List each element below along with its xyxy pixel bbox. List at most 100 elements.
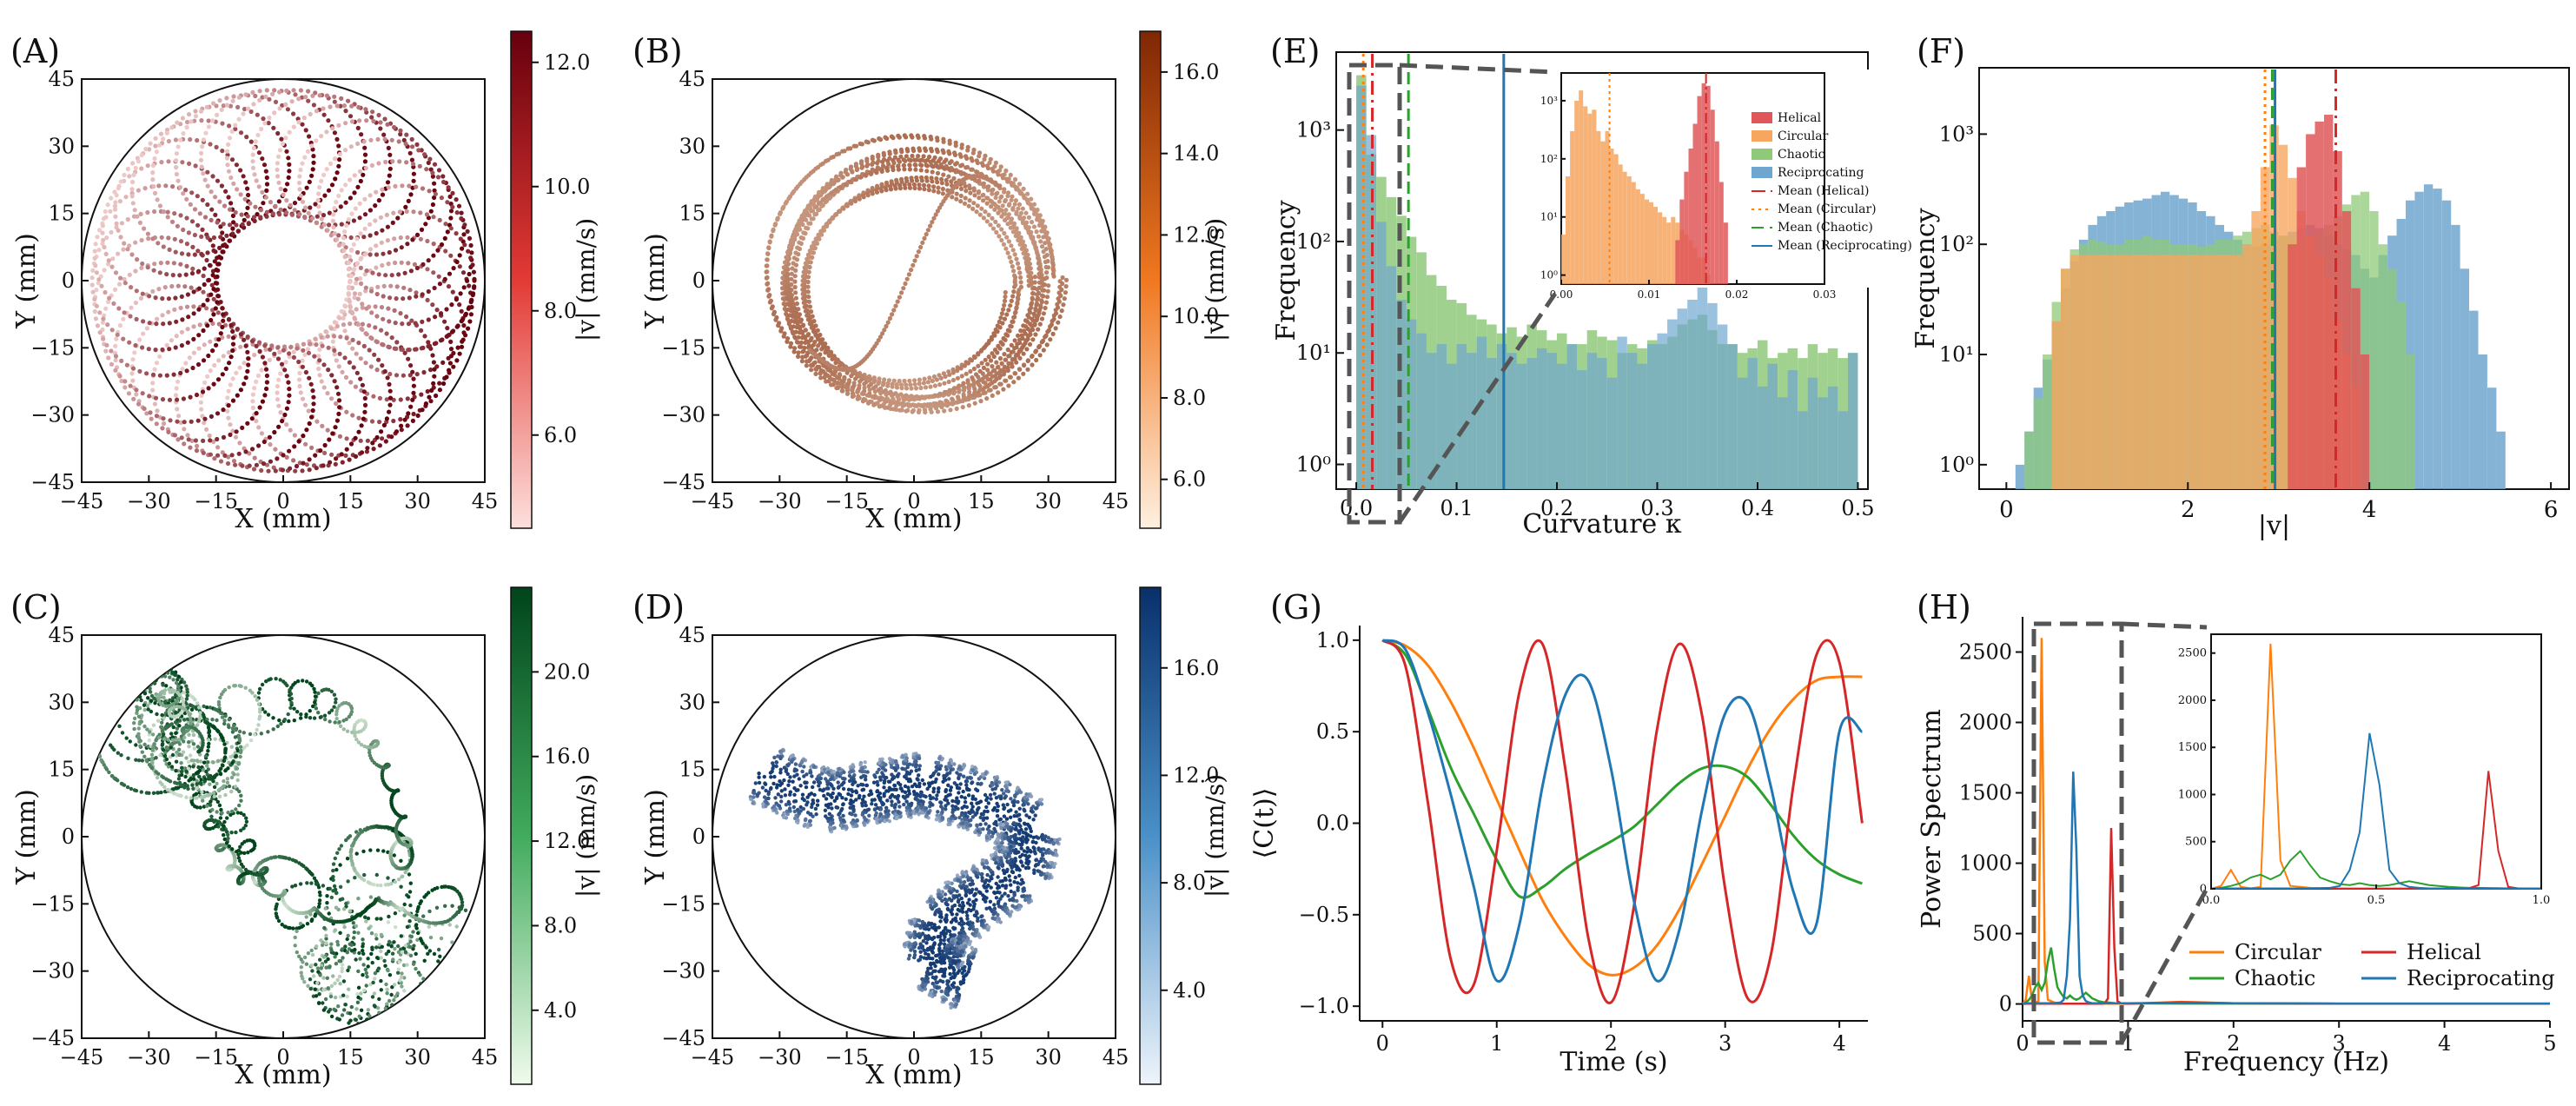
trajectory-point [1014,360,1019,365]
trajectory-point [392,236,397,242]
trajectory-point [392,308,397,313]
trajectory-point [420,319,425,324]
trajectory-point [893,303,898,308]
trajectory-point [965,144,970,149]
trajectory-point [467,235,473,241]
trajectory-point [256,702,262,706]
trajectory-point [802,304,807,309]
y-tick-label: −30 [30,403,75,427]
trajectory-point [138,211,143,216]
trajectory-point [784,280,789,285]
trajectory-point [332,206,337,211]
trajectory-point [1038,239,1043,244]
trajectory-point [292,444,297,449]
trajectory-point [405,963,409,967]
trajectory-point [1005,250,1010,255]
trajectory-point [802,265,807,270]
trajectory-point [899,290,904,295]
trajectory-point [343,944,348,949]
trajectory-point [95,235,100,240]
trajectory-point [178,370,183,375]
trajectory-point [311,154,316,159]
trajectory-point [409,136,414,142]
trajectory-point [160,720,164,725]
trajectory-point [1030,220,1035,225]
trajectory-point [468,242,473,248]
trajectory-point [300,122,305,127]
trajectory-point [803,340,808,345]
trajectory-point [929,163,935,169]
trajectory-point [1017,270,1023,275]
trajectory-point [796,307,801,312]
trajectory-point [349,211,354,216]
trajectory-point [975,393,980,398]
trajectory-point [801,348,806,354]
trajectory-point [813,236,818,242]
trajectory-point [796,354,801,359]
trajectory-point [392,853,396,858]
trajectory-point [222,687,228,692]
trajectory-point [316,204,321,209]
trajectory-point [340,969,344,974]
trajectory-point [184,368,189,374]
trajectory-point [949,179,954,184]
trajectory-point [284,454,289,460]
trajectory-point [459,215,464,222]
trajectory-point [937,382,943,387]
trajectory-point [327,911,331,916]
trajectory-point [410,369,415,374]
trajectory-point [331,878,335,883]
x-tick-label: 30 [404,489,431,513]
trajectory-point [354,737,359,742]
trajectory-point [829,177,834,183]
trajectory-point [363,285,368,290]
trajectory-point [264,188,269,193]
trajectory-point [902,167,907,172]
trajectory-point [897,186,903,191]
trajectory-point [384,416,389,421]
trajectory-point [793,295,799,301]
trajectory-point [962,385,967,390]
trajectory-point [318,973,322,977]
trajectory-point [378,120,383,125]
trajectory-point [227,361,232,366]
trajectory-point [371,447,376,452]
trajectory-point [795,184,800,189]
trajectory-point [438,311,444,316]
trajectory-point [150,170,156,176]
trajectory-point [257,405,262,410]
trajectory-point [401,963,407,968]
trajectory-point [955,365,960,370]
trajectory-point [849,201,854,206]
trajectory-point [358,178,363,184]
trajectory-point [787,194,793,199]
trajectory-point [245,214,250,219]
trajectory-point [361,944,365,949]
trajectory-point [390,159,395,164]
trajectory-point [447,194,453,199]
trajectory-point [369,162,374,168]
trajectory-point [186,112,192,117]
trajectory-point [294,463,300,469]
trajectory-point [346,286,352,291]
trajectory-point [863,397,868,402]
trajectory-point [1044,342,1050,348]
trajectory-point [927,154,932,160]
x-tick-label: 15 [968,489,995,513]
trajectory-point [262,162,268,168]
trajectory-point [364,118,369,123]
trajectory-point [1005,347,1010,353]
trajectory-point [1039,244,1045,249]
trajectory-point [419,328,424,333]
colorbar-tick-label: 8.0 [544,299,577,323]
trajectory-point [461,330,467,335]
trajectory-point [141,319,146,324]
trajectory-point [210,101,216,106]
trajectory-point [199,164,204,169]
trajectory-point [325,228,330,233]
trajectory-point [1012,273,1017,278]
trajectory-point [1009,197,1014,202]
trajectory-point [221,103,226,109]
trajectory-point [355,141,361,146]
trajectory-point [306,408,311,414]
